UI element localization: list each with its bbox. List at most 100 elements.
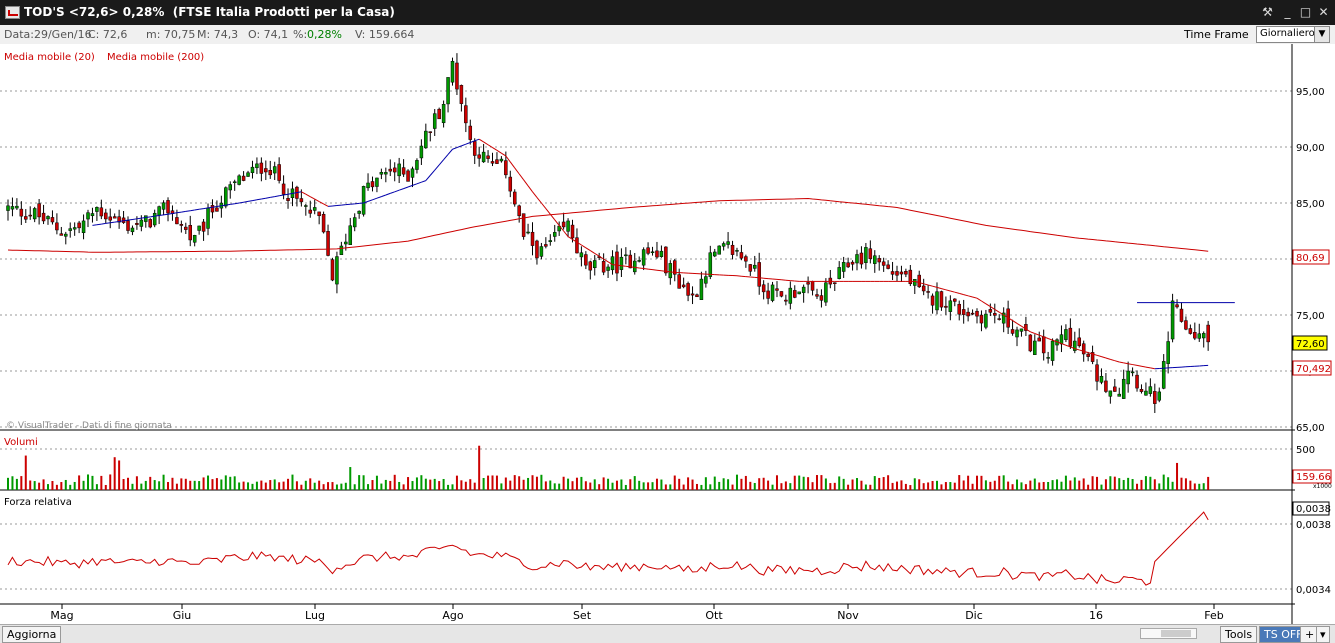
volume-bar [1012, 484, 1014, 490]
volume-bar [545, 481, 547, 490]
volume-bar [625, 485, 627, 490]
time-tick-label: Set [573, 609, 592, 622]
ma20-segment [324, 204, 328, 206]
candle-body [407, 171, 410, 182]
volume-bar [265, 483, 267, 490]
candle-body [1100, 376, 1103, 382]
volume-bar [669, 484, 671, 490]
volume-bar [723, 478, 725, 490]
update-button[interactable]: Aggiorna [2, 626, 61, 643]
candle-body [24, 216, 27, 219]
candle-body [540, 247, 543, 257]
candle-body [224, 188, 227, 206]
volume-bar [278, 482, 280, 490]
close-button[interactable]: ✕ [1316, 5, 1331, 20]
candle-body [913, 279, 916, 285]
chart-area[interactable]: Media mobile (20) Media mobile (200) © V… [0, 44, 1335, 624]
candle-body [864, 247, 867, 262]
volume-bar [1176, 463, 1178, 490]
ma20-segment [199, 209, 203, 210]
candle-body [1153, 391, 1156, 403]
candle-body [1198, 334, 1201, 339]
candle-body [949, 301, 952, 312]
candle-body [491, 161, 494, 163]
candle-body [73, 228, 76, 230]
price-chart-svg[interactable]: Media mobile (20) Media mobile (200) © V… [0, 44, 1335, 624]
volume-bar [732, 485, 734, 490]
volume-bar [1136, 484, 1138, 490]
volume-bar [389, 481, 391, 490]
candle-body [242, 176, 245, 181]
volume-bar [936, 481, 938, 490]
minimize-button[interactable]: _ [1280, 5, 1295, 20]
volume-bar [189, 481, 191, 490]
ma20-segment [959, 293, 963, 294]
chevron-down-icon[interactable]: ▼ [1314, 27, 1329, 42]
candle-body [287, 198, 290, 200]
volume-bar [1003, 475, 1005, 490]
volume-bar [816, 475, 818, 490]
ma20-segment [279, 195, 283, 196]
volume-bar [1092, 476, 1094, 490]
candle-body [51, 217, 54, 222]
ma20-segment [244, 201, 248, 202]
candle-body [1122, 379, 1125, 398]
ma20-segment [426, 175, 430, 180]
candle-body [215, 208, 218, 211]
info-close: C: 72,6 [88, 28, 127, 41]
ma20-segment [150, 216, 154, 217]
ma20-segment [124, 220, 128, 221]
volume-bar [407, 477, 409, 490]
candle-body [1064, 329, 1067, 339]
candle-body [793, 290, 796, 297]
volume-bar [7, 478, 9, 490]
volume-bar [314, 483, 316, 490]
ma20-segment [541, 203, 545, 209]
volume-bar [1043, 482, 1045, 490]
arrow-icon[interactable]: ▾ [1316, 626, 1330, 643]
volume-bar [980, 476, 982, 490]
volume-bar [420, 475, 422, 490]
volume-bar [1096, 477, 1098, 490]
ma20-segment [172, 213, 176, 214]
ma20-segment [306, 194, 310, 196]
rsi-grid [0, 524, 1292, 589]
rsi-line [8, 512, 1208, 585]
tools-button[interactable]: Tools [1220, 626, 1257, 643]
ma20-segment [377, 197, 381, 199]
ma20-segment [595, 253, 599, 256]
volume-bar [1052, 480, 1054, 490]
volume-bar [411, 481, 413, 490]
candle-body [873, 256, 876, 264]
candle-body [709, 253, 712, 277]
volume-bar [540, 475, 542, 490]
volume-bar [96, 484, 98, 490]
ma20-segment [239, 202, 243, 203]
candle-body [335, 257, 338, 285]
candle-body [758, 262, 761, 286]
candle-body [571, 225, 574, 238]
maximize-button[interactable]: □ [1298, 5, 1313, 20]
ma20-segment [937, 287, 941, 288]
tools-wrench-icon[interactable]: ⚒ [1260, 5, 1275, 20]
candle-body [131, 228, 134, 232]
scroll-thumb[interactable] [1161, 630, 1191, 637]
time-scrollbar[interactable] [1140, 628, 1197, 639]
volume-bar [163, 475, 165, 490]
candle-body [1171, 301, 1174, 339]
volume-bar [220, 479, 222, 490]
window-title: TOD'S <72,6> 0,28% (FTSE Italia Prodotti… [24, 5, 395, 19]
timeframe-select[interactable]: Giornaliero ▼ [1256, 26, 1330, 43]
candle-body [824, 283, 827, 302]
ma20-segment [461, 144, 465, 146]
app-chart-icon [5, 6, 20, 19]
candle-body [504, 161, 507, 175]
volume-bar [834, 483, 836, 490]
volume-bar [69, 485, 71, 490]
candle-body [344, 242, 347, 244]
candle-body [464, 106, 467, 123]
info-volume: V: 159.664 [355, 28, 414, 41]
candle-body [393, 168, 396, 172]
ma20-segment [648, 269, 652, 270]
volume-bar [949, 482, 951, 490]
